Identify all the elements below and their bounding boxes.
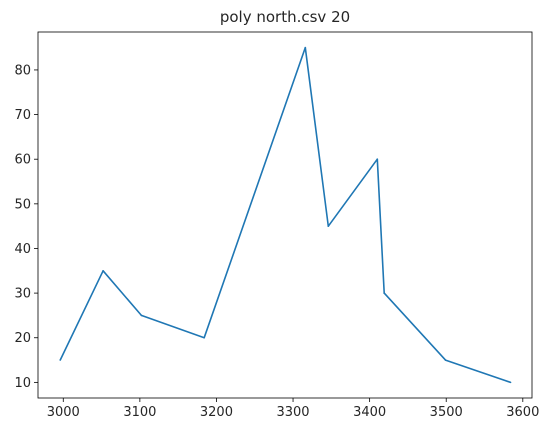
x-tick-label: 3500: [430, 405, 463, 420]
y-axis: 10 20 30 40 50 60 70 80: [14, 63, 38, 391]
data-point: [509, 381, 512, 384]
x-tick-label: 3000: [47, 405, 80, 420]
data-point: [59, 359, 62, 361]
data-point: [203, 336, 205, 339]
y-tick-label: 50: [14, 197, 31, 212]
x-axis: 3000 3100 3200 3300 3400 3500 3600: [47, 398, 539, 420]
chart-title: poly north.csv 20: [220, 8, 350, 26]
series-layer: [59, 46, 512, 384]
x-tick-label: 3600: [506, 405, 539, 420]
y-tick-label: 30: [14, 287, 31, 302]
data-point: [304, 46, 307, 49]
series-line: [59, 46, 511, 384]
y-tick-label: 10: [14, 376, 31, 391]
x-tick-label: 3400: [353, 405, 386, 420]
y-tick-label: 20: [14, 331, 31, 346]
y-tick-label: 80: [14, 63, 31, 78]
plot-area-frame: [37, 31, 533, 399]
x-tick-label: 3300: [276, 405, 309, 420]
data-point: [102, 269, 104, 272]
data-point: [140, 314, 143, 317]
data-point: [376, 158, 379, 161]
data-point: [327, 225, 330, 227]
y-tick-label: 40: [14, 242, 31, 257]
x-tick-label: 3100: [123, 405, 156, 420]
data-point: [383, 292, 385, 294]
y-tick-label: 60: [14, 153, 31, 168]
data-point: [444, 359, 447, 361]
x-tick-label: 3200: [200, 405, 233, 420]
y-tick-label: 70: [14, 108, 31, 123]
